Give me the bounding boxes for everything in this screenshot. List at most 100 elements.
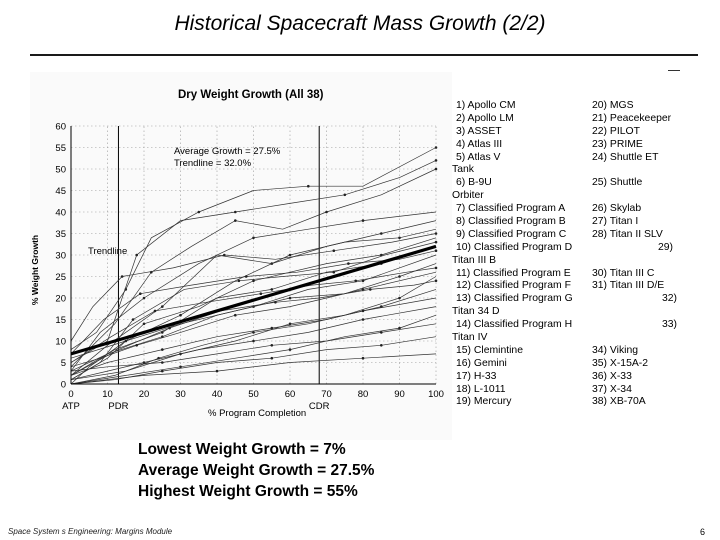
milestone-label: PDR xyxy=(108,401,128,412)
x-tick-label: 80 xyxy=(358,389,369,400)
legend-entry: 31) Titan III D/E xyxy=(592,280,665,292)
legend-row: 3) ASSET 22) PILOT xyxy=(452,126,692,139)
data-point xyxy=(120,275,124,278)
data-point xyxy=(434,232,438,235)
data-point xyxy=(398,296,401,300)
data-point xyxy=(380,331,383,334)
data-point xyxy=(361,219,365,222)
x-tick-label: 0 xyxy=(68,389,73,400)
y-tick-label: 5 xyxy=(61,358,66,369)
page-number: 6 xyxy=(700,527,706,537)
legend-row: 2) Apollo LM 21) Peacekeeper xyxy=(452,113,692,126)
data-point xyxy=(142,296,146,300)
series-line-s15 xyxy=(70,306,437,381)
data-point xyxy=(434,240,438,244)
series-line-s12 xyxy=(70,276,437,381)
legend-entry: 10) Classified Program D xyxy=(456,241,573,253)
data-point xyxy=(361,356,365,360)
growth-summary: Lowest Weight Growth = 7% Average Weight… xyxy=(138,439,374,502)
data-point xyxy=(332,270,336,274)
legend-entry: 1) Apollo CM xyxy=(456,100,516,111)
data-point xyxy=(369,288,372,291)
data-point xyxy=(215,369,219,373)
legend-entry: 7) Classified Program A xyxy=(456,203,566,215)
y-tick-label: 25 xyxy=(55,272,66,283)
y-tick-label: 20 xyxy=(55,294,66,305)
x-tick-label: 10 xyxy=(102,389,113,400)
y-tick-label: 0 xyxy=(61,380,66,391)
legend-entry: 34) Viking xyxy=(592,344,639,356)
lowest-growth-text: Lowest Weight Growth = 7% xyxy=(138,441,346,458)
x-tick-label: 100 xyxy=(428,389,444,400)
data-point xyxy=(179,313,182,317)
legend-entry: 33) xyxy=(662,319,678,331)
data-point xyxy=(380,344,383,347)
milestone-label: CDR xyxy=(309,401,330,412)
legend-entry: 20) MGS xyxy=(592,100,634,111)
y-tick-label: 30 xyxy=(55,251,66,262)
legend-entry: 29) xyxy=(658,241,674,253)
series-line-s4 xyxy=(70,211,437,372)
y-tick-label: 35 xyxy=(55,229,66,240)
legend-entry: 32) xyxy=(662,293,678,305)
legend-row: 10) Classified Program D 29) xyxy=(452,242,692,255)
legend-entry: 21) Peacekeeper xyxy=(592,112,672,124)
legend-entry: 35) X-15A-2 xyxy=(592,357,649,369)
legend-entry: 37) X-34 xyxy=(592,383,632,395)
series-line-s16 xyxy=(70,314,437,385)
y-tick-label: 55 xyxy=(55,143,66,154)
legend-entry: 14) Classified Program H xyxy=(456,319,573,331)
legend-row: 13) Classified Program G 32) xyxy=(452,293,692,306)
legend-entry: 13) Classified Program G xyxy=(456,293,573,305)
data-point xyxy=(142,322,146,326)
data-point xyxy=(288,253,292,257)
data-point xyxy=(161,369,164,373)
legend-row: Tank xyxy=(452,164,692,177)
legend-entry-continuation: Orbiter xyxy=(452,190,484,202)
legend-entry: 6) B-9U xyxy=(456,177,492,189)
trendline-annotation: Trendline = 32.0% xyxy=(174,158,252,169)
legend-entry: 8) Classified Program B xyxy=(456,216,566,228)
series-line-s14 xyxy=(70,297,437,385)
legend-row: 14) Classified Program H 33) xyxy=(452,319,692,332)
y-tick-label: 50 xyxy=(55,165,66,176)
data-point xyxy=(354,279,358,283)
data-point xyxy=(361,318,365,321)
milestone-label: ATP xyxy=(62,401,80,412)
data-point xyxy=(434,249,438,252)
legend-entry: 15) Clemintine xyxy=(456,344,523,356)
data-point xyxy=(252,279,255,283)
legend-entry: 25) Shuttle xyxy=(592,177,643,189)
y-tick-label: 15 xyxy=(55,315,66,326)
data-point xyxy=(252,236,255,240)
legend-row: 17) H-33 36) X-33 xyxy=(452,371,692,384)
legend-row: 1) Apollo CM 20) MGS xyxy=(452,100,692,113)
x-tick-label: 70 xyxy=(321,389,332,400)
title-divider xyxy=(30,54,698,56)
data-point xyxy=(161,305,164,308)
y-tick-label: 40 xyxy=(55,208,66,219)
y-tick-label: 45 xyxy=(55,186,66,197)
legend-entry: 5) Atlas V xyxy=(456,151,501,163)
slide-title: Historical Spacecraft Mass Growth (2/2) xyxy=(174,12,546,35)
data-point xyxy=(161,361,164,364)
grid-lines xyxy=(71,125,437,384)
legend-entry: 17) H-33 xyxy=(456,370,497,382)
legend-row: 7) Classified Program A 26) Skylab xyxy=(452,203,692,216)
data-point xyxy=(252,339,255,343)
legend-row: Titan III B xyxy=(452,255,692,268)
chart-title: Dry Weight Growth (All 38) xyxy=(178,89,324,101)
legend-entry: 4) Atlas III xyxy=(456,138,503,150)
trendline-label: Trendline xyxy=(88,246,127,257)
data-point xyxy=(434,167,438,171)
legend-entry: 9) Classified Program C xyxy=(456,228,567,240)
legend-entry: 16) Gemini xyxy=(456,357,507,369)
x-tick-label: 40 xyxy=(212,389,223,400)
legend-row: 9) Classified Program C 28) Titan II SLV xyxy=(452,229,692,242)
highest-growth-text: Highest Weight Growth = 55% xyxy=(138,483,358,500)
data-point xyxy=(153,309,157,313)
data-point xyxy=(343,193,347,197)
y-axis-label: % Weight Growth xyxy=(30,235,40,305)
data-point xyxy=(361,288,365,291)
legend-row: Titan IV xyxy=(452,332,692,345)
